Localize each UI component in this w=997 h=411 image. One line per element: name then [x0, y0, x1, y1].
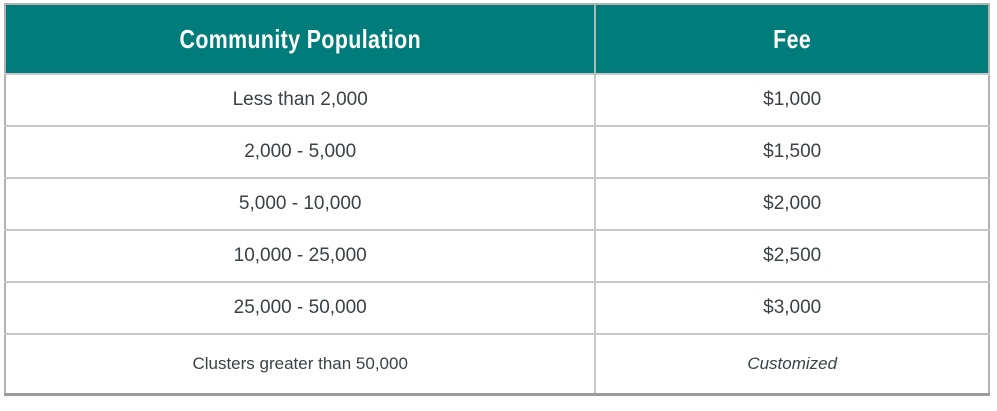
- table-row: 10,000 - 25,000 $2,500: [5, 229, 989, 282]
- column-header-community-population-label: Community Population: [179, 23, 421, 54]
- table-row: 2,000 - 5,000 $1,500: [5, 125, 989, 178]
- fee-table: Community Population Fee Less than 2,000…: [4, 3, 990, 396]
- fee-cell: $2,500: [595, 229, 989, 282]
- population-cell: 2,000 - 5,000: [5, 125, 597, 178]
- table-row: 5,000 - 10,000 $2,000: [5, 177, 989, 230]
- column-header-community-population: Community Population: [5, 4, 597, 74]
- table-row: 25,000 - 50,000 $3,000: [5, 281, 989, 334]
- fee-cell: $3,000: [595, 281, 989, 334]
- population-cell: 5,000 - 10,000: [5, 177, 597, 230]
- table-body: Less than 2,000 $1,000 2,000 - 5,000 $1,…: [5, 73, 989, 395]
- table-row: Clusters greater than 50,000 Customized: [5, 333, 989, 395]
- population-cell: Clusters greater than 50,000: [5, 333, 597, 395]
- fee-cell: $1,500: [595, 125, 989, 178]
- population-cell: 25,000 - 50,000: [5, 281, 597, 334]
- fee-cell: $1,000: [595, 73, 989, 126]
- population-cell: Less than 2,000: [5, 73, 597, 126]
- column-header-fee-label: Fee: [773, 23, 812, 54]
- fee-cell: Customized: [595, 333, 989, 395]
- table-row: Less than 2,000 $1,000: [5, 73, 989, 126]
- column-header-fee: Fee: [595, 4, 989, 74]
- population-cell: 10,000 - 25,000: [5, 229, 597, 282]
- fee-cell: $2,000: [595, 177, 989, 230]
- header-row: Community Population Fee: [5, 4, 989, 74]
